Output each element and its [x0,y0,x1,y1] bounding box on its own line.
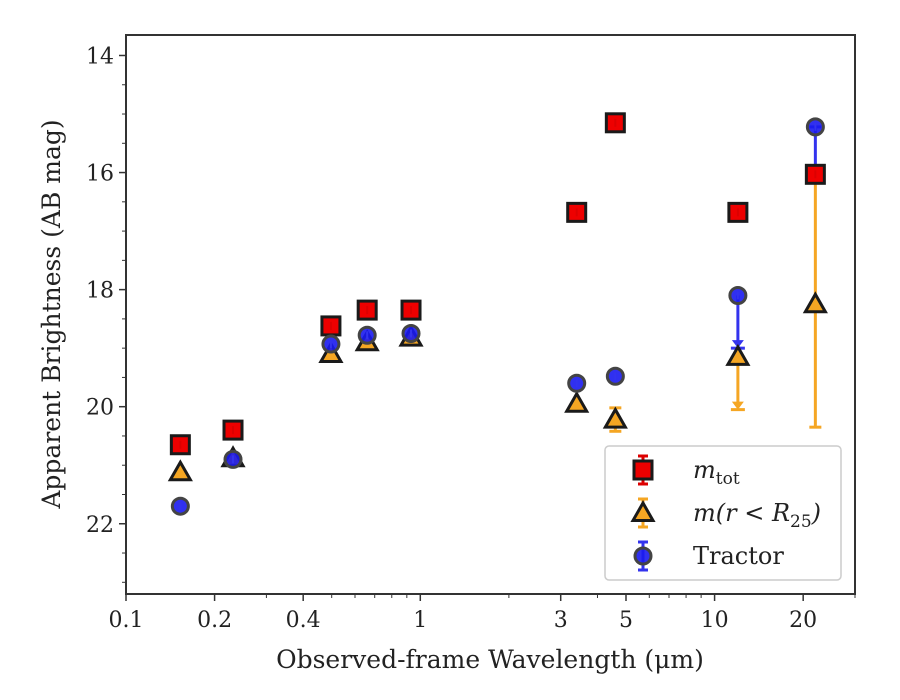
y-tick-label: 14 [86,44,114,69]
tractor-legend-label: Tractor [693,542,784,570]
x-tick-label: 1 [413,608,427,633]
x-tick-label: 5 [619,608,633,633]
m-tot-legend-label: mtot [693,456,740,489]
y-tick-label: 18 [86,279,114,304]
y-tick-label: 16 [86,162,114,187]
m-r-r25--legend-label: m(r < R25) [693,499,821,532]
m-tot-legend-marker [632,459,654,481]
legend-box [604,445,842,581]
x-tick-label: 0.4 [286,608,321,633]
x-tick-label: 3 [554,608,568,633]
error-bars-layer [609,125,822,433]
x-tick-label: 0.2 [197,608,232,633]
legend: mtot m(r < R25) Tractor [604,445,842,581]
x-axis-title: Observed-frame Wavelength (μm) [276,645,704,674]
plot-frame [125,34,856,595]
m-r-r25--legend-marker [630,499,656,522]
x-tick-label: 0.1 [109,608,144,633]
y-tick-label: 22 [86,513,114,538]
y-tick-label: 20 [86,396,114,421]
m-r-r25--upper-limit-head [731,401,744,410]
markers-layer [167,112,828,516]
ticks-layer: 14 16 18 20 22 0.1 0.2 0.4 1 3 5 10 20 [86,44,856,633]
x-tick-label: 10 [701,608,729,633]
tractor-legend-marker [633,546,653,566]
x-tick-label: 20 [789,608,817,633]
y-axis-title: Apparent Brightness (AB mag) [37,119,66,509]
